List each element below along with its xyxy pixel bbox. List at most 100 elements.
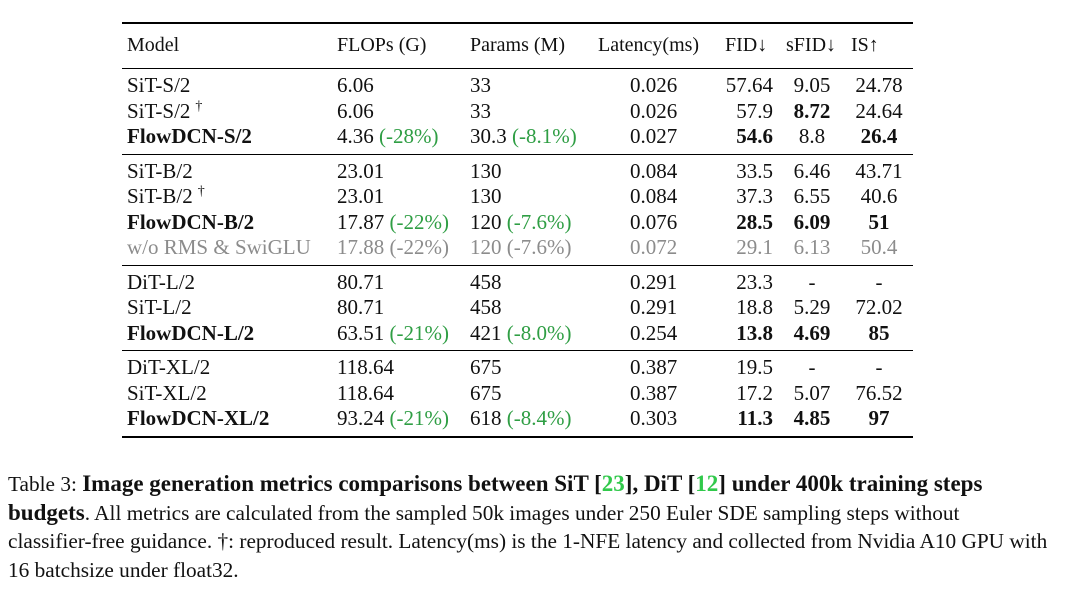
model-name: FlowDCN-XL/2 <box>127 406 270 430</box>
model-name: SiT-S/2 <box>127 98 191 123</box>
table-body: SiT-S/2 6.06 33 0.026 57.64 9.05 24.78 SiT-S/2 †… <box>122 68 913 436</box>
table-row-group: SiT-S/2 6.06 33 0.026 57.64 9.05 24.78 SiT-S/2 †… <box>122 69 913 154</box>
fid-value: 57.64 <box>725 73 773 97</box>
fid-value: 17.2 <box>736 380 773 405</box>
latency-value: 0.291 <box>630 295 678 319</box>
flops-cell: 23.01 <box>337 159 384 184</box>
fid-value: 33.5 <box>736 158 773 183</box>
reproduced-dagger: † <box>197 184 205 199</box>
params-delta-text: (-8.4%) <box>506 406 572 430</box>
flops-delta-text: (-21%) <box>389 406 449 430</box>
fid-value: 28.5 <box>736 209 773 234</box>
params-delta-text: (-8.0%) <box>506 320 572 345</box>
params-value: 675 <box>470 355 502 379</box>
flops-value: 80.71 <box>337 295 385 319</box>
params-value: 33 <box>470 73 491 97</box>
is-value: 76.52 <box>855 380 903 405</box>
flops-delta-text: (-22%) <box>389 235 449 259</box>
table-group-rule <box>122 264 913 266</box>
latency-value: 0.387 <box>630 380 678 405</box>
model-name-cell: SiT-B/2 † <box>127 184 205 212</box>
fid-value: 57.9 <box>736 98 773 123</box>
model-name-cell: DiT-L/2 <box>127 270 195 295</box>
table-row: FlowDCN-S/2 4.36 (-28%) 30.3 (-8.1%) 0.027 5… <box>122 124 913 150</box>
table-row: SiT-XL/2 118.64 675 0.387 17.2 5.07 76.52 <box>122 381 913 407</box>
flops-value: 6.06 <box>337 73 374 97</box>
params-value: 618 <box>470 406 502 430</box>
model-name: SiT-L/2 <box>127 295 192 319</box>
flops-value: 6.06 <box>337 98 374 123</box>
sfid-value: 5.07 <box>793 380 831 405</box>
params-delta: (-7.6%) <box>507 235 572 259</box>
latency-value: 0.027 <box>630 124 678 148</box>
table-row: SiT-S/2 † 6.06 33 0.026 57.9 8.72 24.64 <box>122 99 913 125</box>
table-row-group: DiT-L/2 80.71 458 0.291 23.3 - - SiT-L/2 80.71 45… <box>122 266 913 351</box>
flops-cell: 118.64 <box>337 355 394 380</box>
header-latency: Latency(ms) <box>598 34 700 56</box>
is-value: 24.78 <box>855 73 903 97</box>
params-value: 421 <box>470 320 502 345</box>
params-cell: 33 <box>470 99 491 124</box>
model-name: DiT-XL/2 <box>127 355 211 379</box>
fid-value: 29.1 <box>736 235 773 259</box>
is-value: 24.64 <box>855 98 903 123</box>
flops-value: 118.64 <box>337 355 394 379</box>
sfid-value: 9.05 <box>793 73 831 97</box>
params-value: 458 <box>470 295 502 319</box>
params-cell: 120 (-7.6%) <box>470 235 571 260</box>
params-delta: (-7.6%) <box>507 210 572 234</box>
caption-title-part2: ], DiT [ <box>624 471 696 496</box>
flops-value: 63.51 <box>337 320 385 345</box>
params-cell: 120 (-7.6%) <box>470 210 571 235</box>
is-value: 97 <box>868 406 890 430</box>
table-row: FlowDCN-L/2 63.51 (-21%) 421 (-8.0%) 0.254 1… <box>122 321 913 347</box>
flops-cell: 17.87 (-22%) <box>337 210 449 235</box>
flops-cell: 23.01 <box>337 184 384 209</box>
table-caption: Table 3: Image generation metrics compar… <box>8 470 1048 584</box>
model-name: DiT-L/2 <box>127 269 196 294</box>
latency-value: 0.026 <box>630 98 678 123</box>
params-delta: (-8.4%) <box>507 406 572 430</box>
flops-value: 4.36 <box>337 124 374 148</box>
citation-link-sit[interactable]: 23 <box>601 471 625 496</box>
table-row: w/o RMS & SwiGLU 17.88 (-22%) 120 (-7.6%) 0… <box>122 235 913 261</box>
model-name: SiT-B/2 <box>127 158 193 183</box>
header-is: IS↑ <box>851 34 879 56</box>
is-value: 72.02 <box>855 295 903 319</box>
flops-value: 17.88 <box>337 235 385 259</box>
flops-value: 80.71 <box>337 269 385 294</box>
table-row: SiT-B/2 23.01 130 0.084 33.5 6.46 43.71 <box>122 159 913 185</box>
flops-delta: (-22%) <box>390 210 449 234</box>
model-name: w/o RMS & SwiGLU <box>127 235 311 259</box>
params-cell: 675 <box>470 381 502 406</box>
flops-delta: (-28%) <box>379 124 438 148</box>
fid-value: 19.5 <box>736 355 773 379</box>
table-row: FlowDCN-B/2 17.87 (-22%) 120 (-7.6%) 0.076 2… <box>122 210 913 236</box>
results-table: Model FLOPs (G) Params (M) Latency(ms) F… <box>122 22 913 438</box>
flops-cell: 6.06 <box>337 73 374 98</box>
model-name: SiT-B/2 <box>127 184 193 208</box>
model-name-cell: SiT-S/2 <box>127 73 190 98</box>
table-row: DiT-L/2 80.71 458 0.291 23.3 - - <box>122 270 913 296</box>
sfid-value: 4.69 <box>793 320 831 345</box>
table-row: SiT-L/2 80.71 458 0.291 18.8 5.29 72.02 <box>122 295 913 321</box>
citation-link-dit[interactable]: 12 <box>695 471 719 496</box>
sfid-value: - <box>808 355 816 379</box>
flops-value: 118.64 <box>337 380 394 405</box>
model-name-cell: SiT-L/2 <box>127 295 192 320</box>
flops-value: 93.24 <box>337 406 385 430</box>
is-value: 43.71 <box>855 158 903 183</box>
flops-cell: 80.71 <box>337 270 384 295</box>
is-value: 26.4 <box>860 124 898 148</box>
latency-value: 0.084 <box>630 158 678 183</box>
sfid-value: 6.55 <box>793 184 831 208</box>
is-value: - <box>875 355 883 379</box>
model-name-cell: SiT-XL/2 <box>127 381 207 406</box>
latency-value: 0.084 <box>630 184 678 208</box>
is-value: 51 <box>868 209 890 234</box>
params-cell: 33 <box>470 73 491 98</box>
params-cell: 130 <box>470 184 502 209</box>
fid-value: 37.3 <box>736 184 773 208</box>
latency-value: 0.254 <box>630 320 678 345</box>
